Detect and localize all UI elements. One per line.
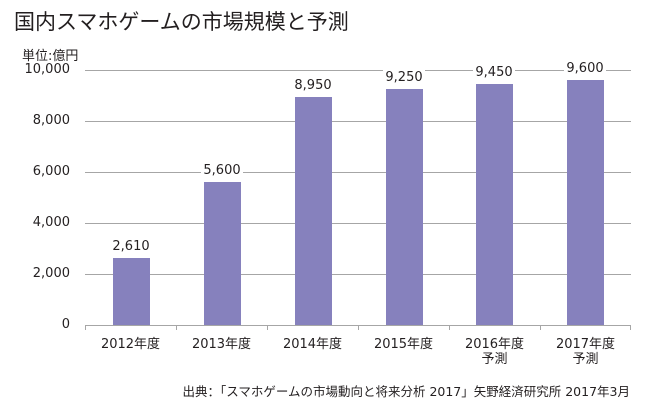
value-label: 9,600 xyxy=(564,61,606,76)
bar xyxy=(386,89,423,325)
y-tick-label: 6,000 xyxy=(32,164,70,179)
bar xyxy=(476,84,513,325)
y-tick-label: 4,000 xyxy=(32,215,70,230)
x-label: 2012年度 xyxy=(100,337,161,352)
unit-label: 単位:億円 xyxy=(22,49,79,64)
y-tick-label: 10,000 xyxy=(24,62,71,77)
x-tick xyxy=(358,325,359,330)
x-label: 2017年度 予測 xyxy=(555,337,616,367)
x-label: 2015年度 xyxy=(373,337,434,352)
value-label: 9,450 xyxy=(473,65,515,80)
x-tick xyxy=(540,325,541,330)
chart-title: 国内スマホゲームの市場規模と予測 xyxy=(14,10,349,34)
value-label: 8,950 xyxy=(292,78,334,93)
value-label: 2,610 xyxy=(110,239,152,254)
gridline xyxy=(85,223,631,224)
bar xyxy=(113,258,150,325)
gridline xyxy=(85,172,631,173)
source-note: 出典：「スマホゲームの市場動向と将来分析 2017」矢野経済研究所 2017年3… xyxy=(182,384,630,399)
x-tick xyxy=(85,325,86,330)
x-label: 2014年度 xyxy=(282,337,343,352)
bar xyxy=(567,80,604,325)
value-label: 9,250 xyxy=(383,70,425,85)
x-label: 2016年度 予測 xyxy=(464,337,525,367)
y-tick-label: 2,000 xyxy=(32,266,70,281)
x-tick xyxy=(630,325,631,330)
gridline xyxy=(85,274,631,275)
x-tick xyxy=(267,325,268,330)
x-tick xyxy=(449,325,450,330)
gridline xyxy=(85,70,631,71)
y-tick-label: 8,000 xyxy=(32,113,70,128)
bar xyxy=(204,182,241,325)
gridline xyxy=(85,121,631,122)
value-label: 5,600 xyxy=(201,163,243,178)
x-tick xyxy=(176,325,177,330)
x-label: 2013年度 xyxy=(191,337,252,352)
y-tick-label: 0 xyxy=(61,317,70,332)
bar xyxy=(295,97,332,325)
